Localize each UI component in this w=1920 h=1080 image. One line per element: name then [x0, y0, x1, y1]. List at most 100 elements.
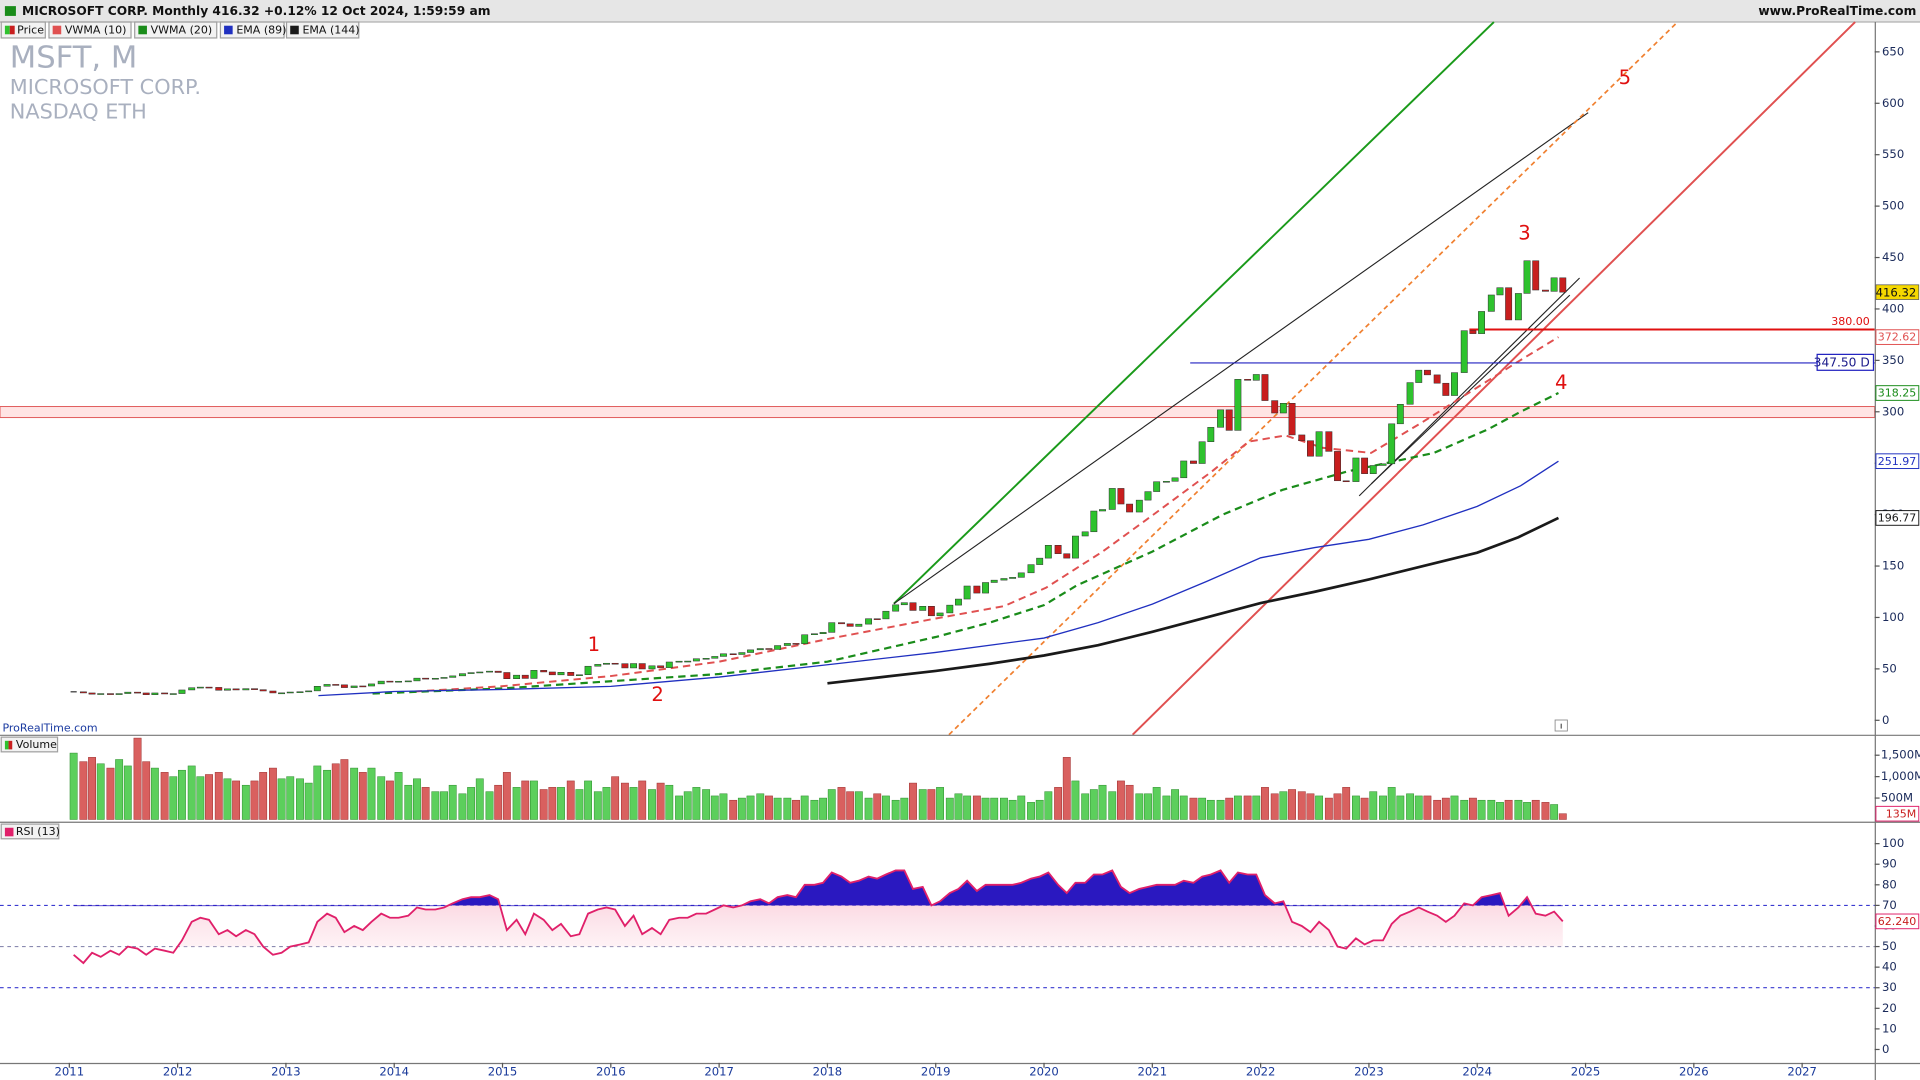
candle — [1523, 260, 1531, 294]
candle — [79, 691, 87, 694]
candle — [1361, 457, 1369, 474]
y-tick-label: 500M — [1881, 791, 1913, 805]
y-tick-label: 300 — [1882, 404, 1904, 418]
candle — [919, 606, 927, 611]
volume-bar — [675, 795, 683, 820]
candle — [151, 692, 159, 695]
volume-bar — [1279, 791, 1288, 820]
volume-bar — [819, 797, 828, 820]
y-tick-label: 400 — [1882, 301, 1904, 315]
volume-bar — [1477, 799, 1486, 820]
candle — [332, 684, 340, 686]
candle — [963, 585, 971, 600]
x-tick-label: 2017 — [704, 1065, 734, 1079]
volume-bar — [106, 767, 115, 820]
candle — [675, 660, 683, 663]
candle — [909, 602, 917, 611]
y-tick-label: 150 — [1882, 559, 1904, 573]
candle — [386, 680, 394, 683]
watermark-name: MICROSOFT CORP. — [10, 75, 201, 99]
candle — [692, 658, 700, 662]
y-tick-label: 550 — [1882, 147, 1904, 161]
volume-bar — [1414, 795, 1423, 820]
candle — [359, 685, 367, 688]
volume-bar — [413, 778, 421, 820]
volume-bar — [954, 793, 963, 820]
toolbar-title: MICROSOFT CORP. Monthly 416.32 +0.12% 12… — [22, 4, 490, 18]
candle — [865, 618, 873, 625]
volume-bar — [827, 789, 836, 820]
candle — [774, 645, 782, 650]
volume-bar — [881, 795, 890, 820]
volume-bar — [683, 791, 692, 820]
candle — [305, 690, 313, 693]
candle — [1252, 374, 1260, 381]
candle — [1279, 403, 1287, 414]
ma-value-label-box — [1875, 453, 1920, 470]
volume-bar — [1225, 797, 1234, 820]
candle — [224, 688, 231, 691]
volume-bar — [1054, 787, 1063, 820]
volume-bar — [269, 767, 277, 820]
volume-bar — [1071, 780, 1080, 820]
legend-button[interactable] — [219, 21, 285, 39]
candle — [1171, 477, 1179, 482]
candle — [232, 688, 240, 691]
app-icon — [4, 6, 16, 16]
legend-button[interactable] — [48, 21, 132, 39]
candle — [720, 653, 727, 657]
volume-bar — [854, 791, 863, 820]
candle — [665, 661, 673, 668]
candle — [630, 663, 637, 669]
volume-bar — [1135, 793, 1144, 820]
volume-bar — [1306, 793, 1315, 820]
volume-bar — [1144, 793, 1152, 820]
volume-bar — [936, 787, 944, 820]
candle — [459, 673, 466, 677]
candle — [269, 690, 277, 694]
legend-icon — [9, 25, 15, 35]
x-tick-label: 2011 — [55, 1065, 85, 1079]
candle — [440, 677, 448, 679]
candle — [1081, 531, 1089, 537]
volume-bar — [421, 787, 430, 820]
legend-button[interactable] — [285, 21, 360, 39]
volume-bar — [1035, 799, 1044, 820]
candle — [196, 686, 204, 689]
y-tick-label: 450 — [1882, 250, 1904, 264]
ma-value-label-box — [1875, 510, 1920, 526]
volume-bar — [1360, 797, 1369, 820]
candle — [404, 680, 412, 683]
candle — [540, 670, 548, 673]
y-tick-label: 0 — [1882, 713, 1889, 727]
volume-bar — [404, 784, 413, 820]
candle — [449, 675, 457, 678]
panel-label-box[interactable] — [0, 823, 60, 840]
legend-label: Price — [17, 24, 44, 37]
trendlines — [893, 21, 1856, 736]
candle — [205, 686, 213, 689]
panel-label-box[interactable] — [0, 736, 59, 753]
candle — [955, 598, 962, 606]
volume-bar — [1098, 784, 1107, 820]
x-tick-label: 2016 — [596, 1065, 626, 1079]
volume-bar — [837, 787, 846, 820]
legend-button[interactable] — [134, 21, 218, 39]
legend-icon — [52, 25, 62, 35]
candle — [648, 665, 656, 670]
candle — [97, 693, 105, 695]
candle — [286, 691, 294, 694]
legend-icon — [224, 25, 233, 35]
volume-bar — [467, 787, 476, 820]
volume-bar — [1125, 784, 1134, 820]
candle — [486, 670, 493, 673]
volume-bar — [196, 776, 205, 820]
wave-label: 4 — [1555, 371, 1567, 394]
candle — [1153, 481, 1161, 492]
candle — [1433, 374, 1441, 384]
volume-bar — [1468, 797, 1477, 820]
volume-bar — [169, 776, 178, 820]
watermark-exchange: NASDAQ ETH — [10, 100, 147, 124]
volume-bar — [773, 797, 782, 820]
y-tick-label: 50 — [1882, 661, 1897, 675]
